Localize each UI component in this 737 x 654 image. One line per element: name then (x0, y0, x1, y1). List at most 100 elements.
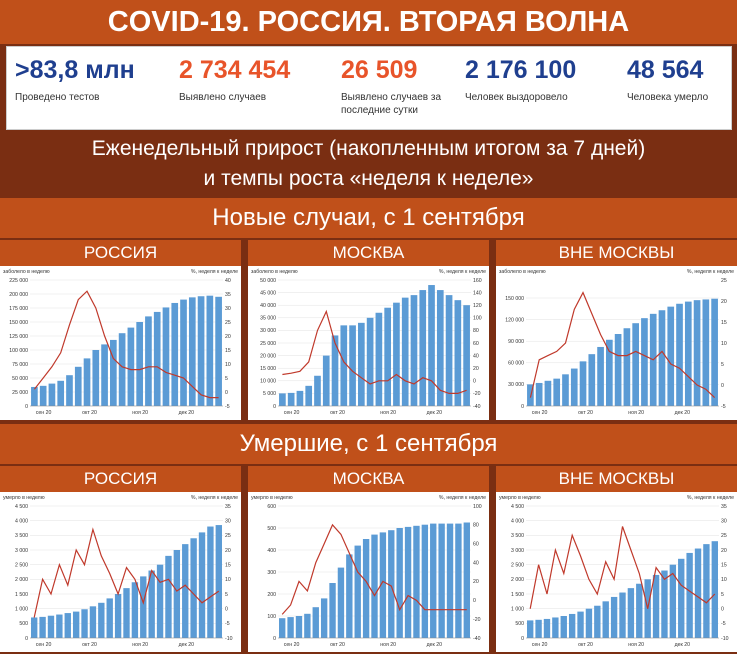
bar (684, 301, 692, 406)
y2-tick-label: 0 (473, 379, 476, 385)
bar (543, 618, 551, 638)
bar (430, 523, 437, 638)
y-tick-label: 100 (267, 614, 276, 620)
y2-tick-label: 5 (225, 592, 228, 598)
x-tick-label: ноя 20 (132, 642, 148, 648)
y2-tick-label: 10 (225, 577, 231, 583)
y2-tick-label: -10 (225, 636, 233, 642)
y2-tick-label: 160 (473, 278, 482, 284)
bar (57, 380, 65, 406)
bar (676, 303, 683, 406)
series-line (33, 527, 220, 618)
bar (304, 613, 311, 638)
bar (694, 548, 702, 638)
bar (127, 327, 135, 406)
chart-title: ВНЕ МОСКВЫ (496, 240, 737, 266)
x-tick-label: ноя 20 (132, 410, 148, 416)
bar (419, 290, 427, 406)
bar (74, 366, 82, 406)
stat-label: Человек выздоровело (465, 92, 568, 103)
bar (349, 325, 356, 406)
y-tick-label: 0 (521, 636, 524, 642)
bar (173, 550, 181, 638)
bar (31, 386, 38, 406)
y-tick-label: 125 000 (9, 334, 28, 340)
y-tick-label: 30 000 (508, 382, 524, 388)
bar (371, 534, 378, 638)
left-axis-label: умерло в неделю (251, 495, 293, 501)
x-tick-label: дек 20 (427, 410, 443, 416)
y2-tick-label: 15 (225, 562, 231, 568)
bar (56, 614, 63, 638)
stat-value: 26 509 (341, 56, 418, 84)
subtitle: Еженедельный прирост (накопленным итогом… (0, 132, 737, 198)
bar (570, 368, 578, 406)
bar (393, 302, 400, 406)
y2-tick-label: 15 (721, 562, 727, 568)
left-axis-label: заболело в неделю (251, 269, 298, 275)
bar (438, 523, 445, 638)
y2-tick-label: 25 (225, 320, 231, 326)
bar (162, 307, 170, 406)
bar (92, 350, 100, 406)
y-tick-label: 300 (267, 570, 276, 576)
bar (362, 539, 370, 638)
bar (346, 554, 353, 638)
bar (619, 592, 626, 638)
bar (287, 392, 295, 406)
bar (118, 333, 126, 406)
section-title-deaths: Умершие, с 1 сентября (0, 424, 737, 464)
bar (379, 532, 387, 638)
y-tick-label: 0 (273, 404, 276, 410)
bar (366, 317, 374, 406)
x-tick-label: ноя 20 (628, 410, 644, 416)
x-tick-label: сен 20 (284, 642, 300, 648)
bar (322, 355, 330, 406)
y2-tick-label: 60 (473, 542, 479, 548)
y2-tick-label: -10 (721, 636, 729, 642)
bar (207, 526, 214, 638)
x-tick-label: ноя 20 (380, 410, 396, 416)
series-line (282, 309, 467, 395)
bar (180, 299, 187, 406)
bar (396, 528, 403, 638)
bar (463, 305, 470, 406)
bar (560, 616, 567, 638)
chart-panel: РОССИЯ заболело в неделю %, неделя к недел… (0, 240, 241, 420)
bar (72, 611, 80, 638)
series-line (529, 291, 716, 399)
bar (454, 300, 462, 406)
y-tick-label: 500 (515, 621, 524, 627)
y-tick-label: 100 000 (9, 348, 28, 354)
y2-tick-label: 20 (473, 366, 479, 372)
bar (31, 617, 38, 638)
stat-deaths: 48 564 Человека умерло (627, 55, 737, 104)
y2-tick-label: 25 (721, 278, 727, 284)
bar (579, 361, 587, 406)
bar (106, 598, 113, 638)
chart-panel: ВНЕ МОСКВЫ умерло в неделю %, неделя к нед… (496, 466, 737, 652)
bar (446, 523, 454, 638)
chart-title: РОССИЯ (0, 466, 241, 492)
y2-tick-label: 100 (473, 504, 482, 510)
chart-svg: умерло в неделю%, неделя к неделе0100200… (251, 495, 486, 648)
y-tick-label: 45 000 (260, 290, 276, 296)
bar (711, 541, 718, 638)
bar (636, 583, 643, 638)
bar (544, 380, 552, 406)
y2-tick-label: 40 (473, 353, 479, 359)
stat-cases: 2 734 454 Выявлено случаев (179, 55, 299, 104)
chart-title: МОСКВА (248, 240, 489, 266)
y2-tick-label: 25 (721, 533, 727, 539)
bar (47, 615, 55, 638)
x-tick-label: сен 20 (532, 410, 548, 416)
y-tick-label: 120 000 (505, 317, 524, 323)
stat-value: >83,8 млн (15, 56, 135, 84)
bar (98, 602, 105, 638)
bar (652, 574, 660, 638)
y-tick-label: 50 000 (260, 278, 276, 284)
section-title-cases: Новые случаи, с 1 сентября (0, 198, 737, 238)
bar (428, 285, 435, 406)
bar (153, 311, 161, 406)
bar (39, 616, 46, 638)
